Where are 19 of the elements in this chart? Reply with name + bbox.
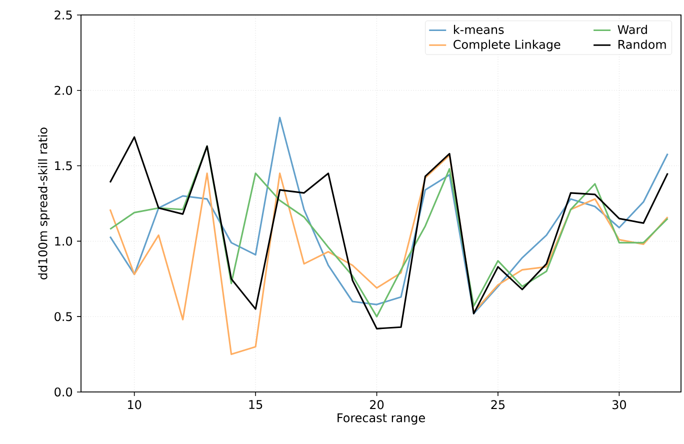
legend-label: Random: [618, 40, 666, 49]
legend-label: Ward: [618, 24, 647, 34]
y-tick-label: 1.0: [55, 236, 72, 246]
y-tick-label: 1.5: [55, 161, 72, 170]
x-tick-label: 15: [249, 400, 262, 410]
x-tick-label: 10: [128, 400, 142, 410]
y-tick-label: 2.0: [54, 86, 72, 95]
x-axis-title: Forecast range: [338, 413, 425, 425]
x-tick-label: 30: [612, 400, 626, 410]
x-tick-label: 25: [491, 400, 505, 410]
y-axis-title: dd100m spread-skill ratio: [38, 128, 50, 280]
y-tick-label: 2.5: [54, 10, 72, 20]
y-tick-label: 0.5: [54, 312, 72, 322]
line-series: [109, 116, 668, 314]
x-tick-label: 20: [370, 400, 384, 410]
legend-label: k-means: [454, 24, 504, 34]
y-tick-label: 0.0: [54, 387, 72, 397]
legend-label: Complete Linkage: [454, 40, 560, 52]
line-series: [109, 154, 668, 356]
